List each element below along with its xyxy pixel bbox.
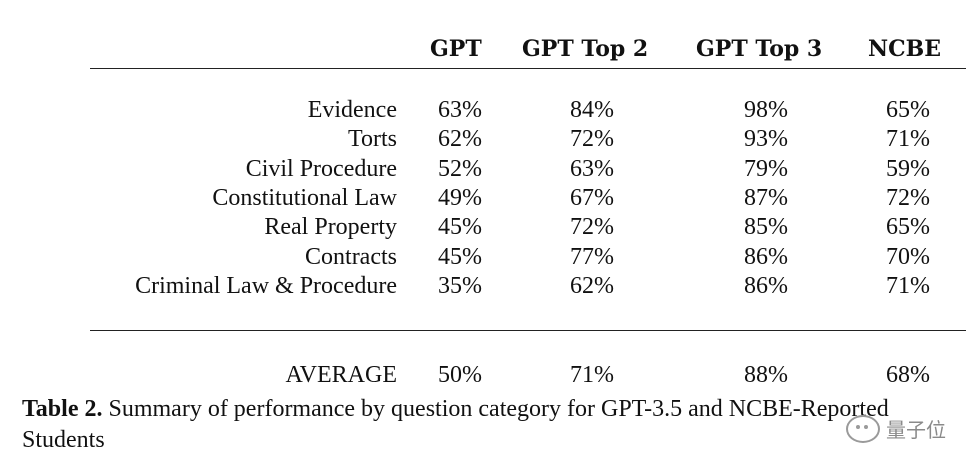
row-label: Criminal Law & Procedure xyxy=(135,273,397,299)
table-cell: 84% xyxy=(570,97,614,123)
table-cell: 62% xyxy=(438,126,482,152)
table-cell: 63% xyxy=(438,97,482,123)
row-label: Evidence xyxy=(307,97,397,123)
column-header-gpt-top-2: GPT Top 2 xyxy=(522,36,649,62)
caption-label: Table 2. xyxy=(22,396,103,422)
table-cell: 35% xyxy=(438,273,482,299)
watermark: 量子位 xyxy=(846,414,946,443)
table-cell: 93% xyxy=(744,126,788,152)
table-cell: 70% xyxy=(886,244,930,270)
table-cell: 59% xyxy=(886,156,930,182)
table-cell: 71% xyxy=(886,126,930,152)
table-cell: 65% xyxy=(886,97,930,123)
average-cell: 71% xyxy=(570,362,614,388)
table-cell: 72% xyxy=(570,126,614,152)
table-cell: 65% xyxy=(886,214,930,240)
table-cell: 45% xyxy=(438,214,482,240)
table-cell: 86% xyxy=(744,244,788,270)
table-cell: 49% xyxy=(438,185,482,211)
average-cell: 88% xyxy=(744,362,788,388)
row-label: Constitutional Law xyxy=(212,185,397,211)
average-cell: 50% xyxy=(438,362,482,388)
average-rule xyxy=(90,330,966,331)
average-cell: 68% xyxy=(886,362,930,388)
table-cell: 77% xyxy=(570,244,614,270)
table-cell: 98% xyxy=(744,97,788,123)
wechat-icon xyxy=(846,414,880,443)
row-label: Torts xyxy=(348,126,397,152)
column-header-ncbe: NCBE xyxy=(868,36,941,62)
average-label: AVERAGE xyxy=(285,362,397,388)
table-cell: 45% xyxy=(438,244,482,270)
row-label: Real Property xyxy=(264,214,397,240)
table-cell: 72% xyxy=(570,214,614,240)
caption-text: Summary of performance by question categ… xyxy=(22,396,889,453)
column-header-gpt-top-3: GPT Top 3 xyxy=(696,36,823,62)
watermark-text: 量子位 xyxy=(886,418,946,442)
table-cell: 67% xyxy=(570,185,614,211)
header-rule xyxy=(90,68,966,69)
table-cell: 79% xyxy=(744,156,788,182)
table-cell: 86% xyxy=(744,273,788,299)
table-cell: 72% xyxy=(886,185,930,211)
table-cell: 63% xyxy=(570,156,614,182)
table-cell: 71% xyxy=(886,273,930,299)
row-label: Contracts xyxy=(305,244,397,270)
row-label: Civil Procedure xyxy=(245,156,397,182)
table-cell: 62% xyxy=(570,273,614,299)
table-cell: 85% xyxy=(744,214,788,240)
table-cell: 87% xyxy=(744,185,788,211)
column-header-gpt: GPT xyxy=(430,36,482,62)
table-cell: 52% xyxy=(438,156,482,182)
table-caption: Table 2. Summary of performance by quest… xyxy=(22,394,902,456)
